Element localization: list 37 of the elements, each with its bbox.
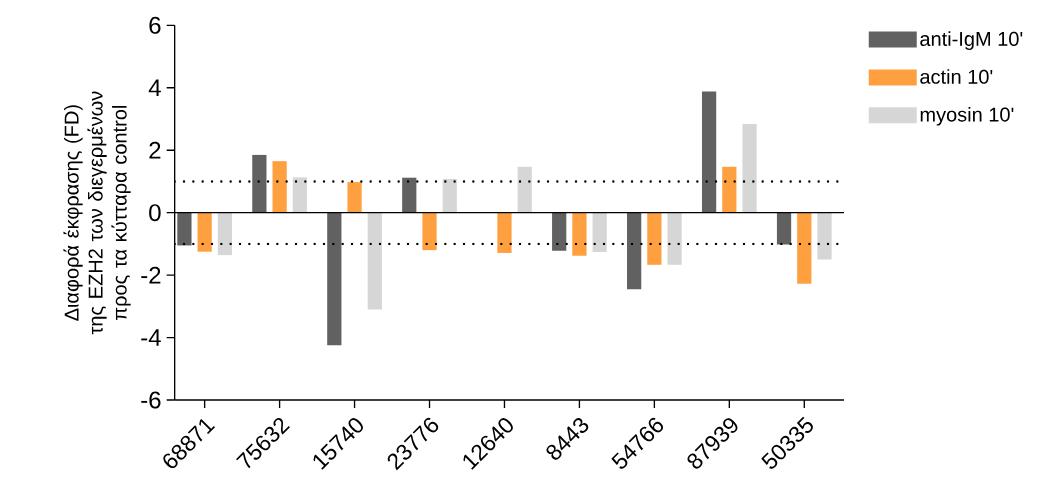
y-tick-label: -4 — [141, 329, 161, 346]
legend-label: myosin 10' — [920, 106, 1014, 126]
bar — [402, 177, 417, 213]
bar — [592, 212, 607, 253]
bar — [517, 166, 532, 213]
bar — [742, 124, 757, 213]
y-axis-title: Διαφορά έκφρασης (FD) της EZH2 των διεγερμένων προς τα κύτταρα control — [63, 91, 131, 335]
legend-label: actin 10' — [920, 69, 993, 84]
bar — [776, 212, 792, 245]
y-tick-label: 0 — [149, 204, 161, 222]
bar — [367, 212, 382, 310]
legend-label: anti-IgM 10' — [920, 31, 1023, 50]
bar — [422, 212, 437, 251]
y-tick-label: -2 — [141, 266, 161, 284]
bar — [722, 166, 737, 213]
y-tick-label: 4 — [148, 79, 161, 97]
bar — [817, 212, 832, 260]
bar — [272, 161, 287, 213]
y-tick-label: 2 — [149, 141, 161, 159]
bar — [327, 212, 342, 346]
bar — [797, 212, 812, 284]
bar — [197, 212, 212, 252]
bar — [647, 212, 662, 265]
bar — [572, 212, 587, 256]
bar — [217, 212, 233, 256]
y-tick-label: -6 — [141, 391, 161, 409]
bar — [552, 212, 567, 251]
bar — [347, 182, 362, 213]
bar — [497, 212, 512, 253]
y-tick-label: 6 — [149, 16, 161, 34]
bar — [177, 212, 192, 246]
bar — [252, 154, 267, 213]
bar — [442, 178, 457, 213]
bar — [292, 177, 307, 213]
bar — [627, 212, 642, 290]
bar — [701, 91, 717, 213]
bar — [667, 212, 682, 265]
